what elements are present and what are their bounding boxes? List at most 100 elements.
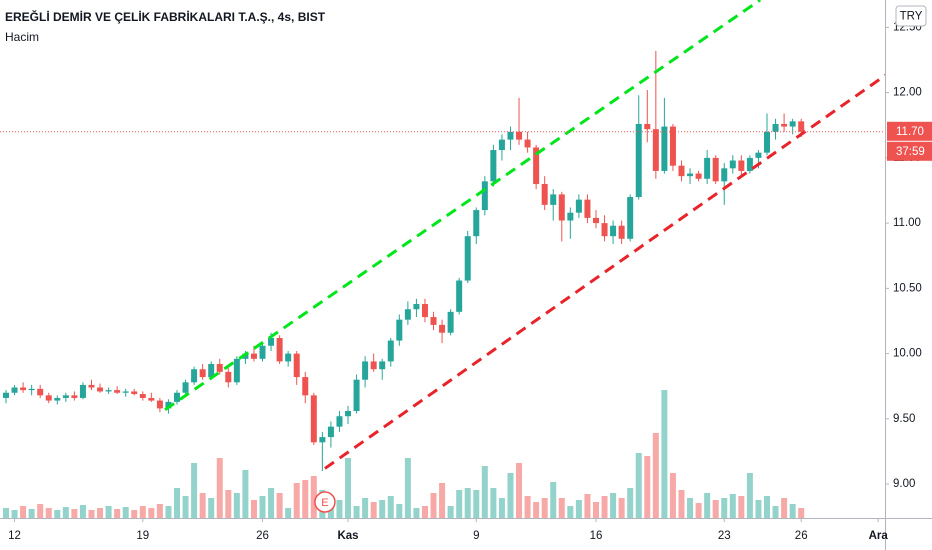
- volume-bar: [516, 463, 523, 518]
- x-tick-label: 23: [718, 530, 731, 542]
- candle-body: [567, 212, 574, 221]
- volume-bar: [379, 500, 386, 518]
- chart-title: EREĞLİ DEMİR VE ÇELİK FABRİKALARI T.A.Ş.…: [5, 9, 326, 24]
- candle-body: [336, 416, 343, 427]
- candle-body: [652, 129, 659, 171]
- volume-bar: [798, 508, 805, 518]
- volume-bar: [627, 488, 634, 518]
- volume-bar: [678, 490, 685, 518]
- volume-bar: [362, 498, 369, 518]
- candle-body: [729, 160, 736, 169]
- candle-body: [507, 131, 514, 140]
- candle-body: [781, 123, 788, 127]
- volume-bar: [746, 473, 753, 518]
- volume-bar: [37, 504, 44, 518]
- candle-body: [704, 157, 711, 179]
- candle-body: [131, 391, 138, 395]
- candle-body: [293, 353, 300, 378]
- last-price-label: 11.70: [896, 126, 924, 138]
- candle-body: [584, 199, 591, 218]
- candle-body: [430, 317, 437, 325]
- candle-body: [191, 369, 198, 383]
- volume-bar: [661, 390, 668, 518]
- volume-bar: [473, 490, 480, 518]
- volume-bar: [618, 498, 625, 518]
- volume-bar: [550, 482, 557, 518]
- volume-bar: [558, 498, 565, 518]
- trend-line: [324, 73, 885, 470]
- x-tick-label: 26: [795, 530, 808, 542]
- volume-bar: [182, 496, 189, 518]
- volume-bar: [404, 458, 411, 518]
- candle-body: [148, 397, 155, 401]
- candle-body: [610, 225, 617, 237]
- candle-body: [627, 197, 634, 239]
- candle-body: [669, 126, 676, 166]
- candle-body: [404, 309, 411, 320]
- candle-body: [225, 371, 232, 383]
- volume-bar: [62, 507, 69, 518]
- candle-body: [71, 395, 78, 398]
- candle-body: [678, 165, 685, 177]
- volume-bar: [250, 500, 257, 518]
- candle-body: [558, 194, 565, 221]
- volume-bar: [575, 500, 582, 518]
- candle-body: [2, 392, 9, 398]
- volume-bar: [353, 506, 360, 518]
- volume-bar: [54, 510, 61, 518]
- y-tick-label: 12.00: [893, 87, 922, 99]
- candle-body: [20, 387, 27, 391]
- candle-body: [772, 123, 779, 132]
- candle-body: [592, 217, 599, 224]
- volume-bar: [276, 493, 283, 518]
- candle-body: [242, 353, 249, 359]
- candle-body: [122, 391, 129, 393]
- volume-bar: [268, 488, 275, 518]
- candle-body: [533, 147, 540, 184]
- volume-bar: [507, 473, 514, 518]
- volume-bar: [191, 463, 198, 518]
- volume-bar: [524, 496, 531, 518]
- volume-bar: [592, 502, 599, 518]
- candle-body: [45, 395, 52, 401]
- candle-body: [481, 181, 488, 211]
- volume-bar: [498, 498, 505, 518]
- volume-bar: [259, 496, 266, 518]
- last-price-box: [887, 121, 932, 141]
- candle-body: [712, 157, 719, 182]
- candle-body: [310, 395, 317, 443]
- candle-body: [601, 223, 608, 237]
- candle-body: [447, 311, 454, 333]
- candle-body: [268, 337, 275, 346]
- volume-bar: [310, 476, 317, 518]
- volume-bar: [413, 508, 420, 518]
- volume-bar: [584, 494, 591, 518]
- candle-body: [156, 400, 163, 409]
- price-pane: E: [0, 0, 885, 513]
- x-tick-label: 19: [136, 530, 149, 542]
- candle-body: [755, 152, 762, 158]
- currency-button[interactable]: [895, 5, 927, 27]
- volume-bar: [447, 506, 454, 518]
- currency-label[interactable]: TRY: [900, 11, 923, 23]
- volume-bar: [20, 506, 27, 518]
- volume-bar: [131, 510, 138, 518]
- candle-body: [11, 387, 18, 393]
- candle-body: [798, 121, 805, 132]
- candle-body: [764, 131, 770, 153]
- volume-label: Hacim: [5, 30, 39, 44]
- candle-body: [575, 199, 582, 213]
- candle-body: [635, 123, 642, 198]
- volume-bar: [421, 506, 428, 518]
- candle-body: [421, 304, 428, 318]
- candle-body: [490, 150, 497, 182]
- candle-body: [738, 160, 745, 171]
- countdown-label: 37:59: [896, 146, 925, 158]
- axes: 9.009.5010.0010.5011.0011.5012.0012.5012…: [8, 21, 932, 542]
- candle-body: [687, 173, 694, 177]
- candle-body: [97, 387, 104, 392]
- volume-bar: [71, 509, 78, 518]
- x-tick-label: 9: [473, 530, 479, 542]
- volume-bar: [541, 498, 548, 518]
